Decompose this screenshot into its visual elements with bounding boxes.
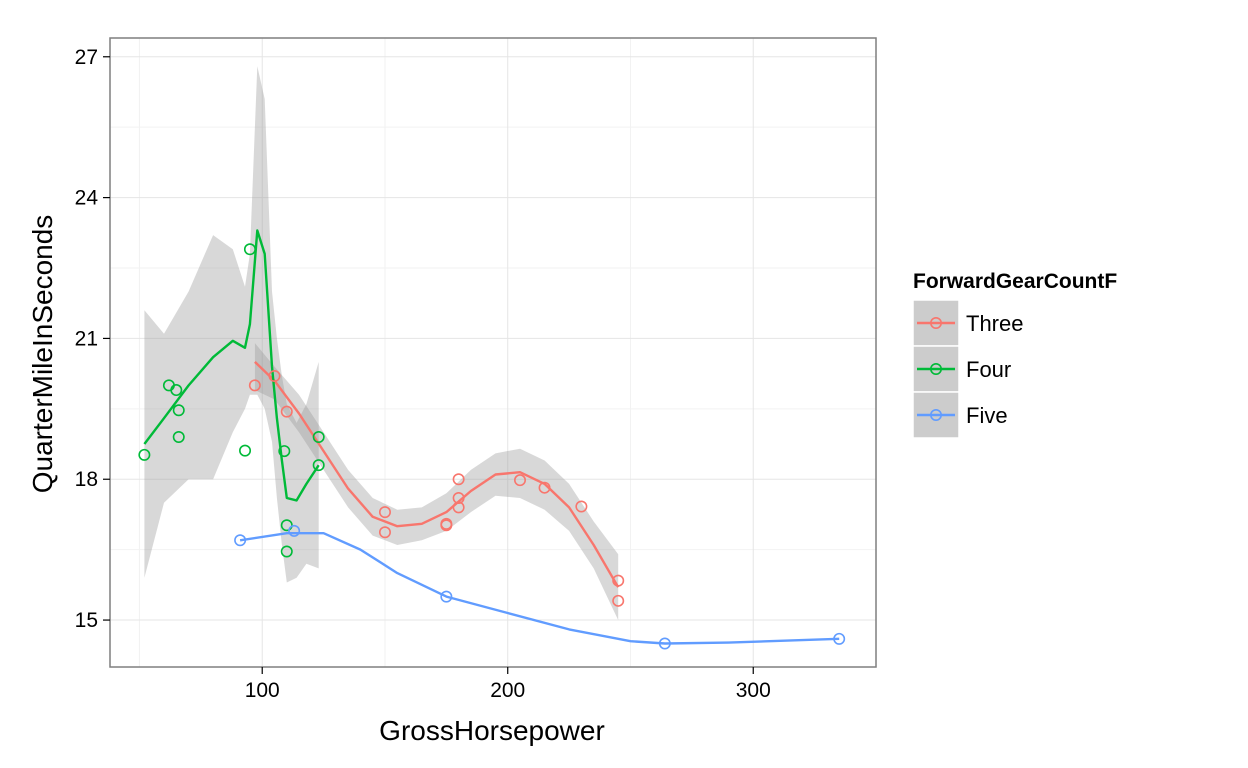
x-tick-label: 200 (490, 679, 525, 702)
data-point-three (452, 492, 465, 505)
y-tick-label: 18 (75, 468, 98, 491)
data-point-three (440, 517, 453, 530)
data-point-four (170, 384, 183, 397)
y-tick-label: 21 (75, 327, 98, 350)
y-tick-label: 27 (75, 46, 98, 69)
plot-border (109, 37, 877, 668)
legend-label-five: Five (966, 403, 1008, 428)
data-point-five (288, 524, 301, 537)
axis-ticks: 100 200 300 15 18 21 24 27 (75, 46, 771, 702)
smooth-lines (143, 229, 840, 645)
data-points (138, 243, 846, 650)
x-tick-label: 300 (736, 679, 771, 702)
legend-label-four: Four (966, 357, 1011, 382)
data-point-four (172, 404, 185, 417)
data-point-three (575, 500, 588, 513)
data-point-four (172, 430, 185, 443)
legend-keys: Three Four Five (912, 299, 1023, 439)
data-point-four (239, 444, 252, 457)
data-point-four (243, 243, 256, 256)
plot-background (110, 38, 876, 667)
data-point-five (658, 637, 671, 650)
y-axis-title: QuarterMileInSeconds (27, 215, 58, 494)
smooth-line-four (143, 229, 320, 502)
data-point-four (312, 430, 325, 443)
data-point-three (612, 594, 625, 607)
legend: ForwardGearCountF Three Four Five (912, 270, 1117, 439)
confidence-band-three (254, 343, 619, 621)
data-point-three (612, 574, 625, 587)
y-tick-label: 24 (75, 187, 99, 210)
x-tick-label: 100 (245, 679, 280, 702)
grid-lines (110, 38, 876, 667)
data-point-three (452, 473, 465, 486)
smooth-line-three (254, 361, 620, 588)
y-tick-label: 15 (75, 609, 98, 632)
data-point-four (278, 445, 291, 458)
legend-label-three: Three (966, 311, 1023, 336)
data-point-three (538, 481, 551, 494)
confidence-bands (144, 66, 619, 621)
data-point-five (234, 534, 247, 547)
data-point-three (452, 501, 465, 514)
x-axis-title: GrossHorsepower (379, 715, 605, 746)
legend-point-three (929, 316, 942, 329)
data-point-three (378, 526, 391, 539)
data-point-four (280, 545, 293, 558)
data-point-three (280, 405, 293, 418)
data-point-four (280, 519, 293, 532)
data-point-five (833, 632, 846, 645)
smooth-line-five (239, 532, 840, 645)
legend-title: ForwardGearCountF (913, 270, 1117, 293)
data-point-four (312, 459, 325, 472)
data-point-four (138, 448, 151, 461)
legend-point-five (929, 408, 942, 421)
data-point-three (268, 369, 281, 382)
data-point-five (440, 590, 453, 603)
legend-point-four (929, 362, 942, 375)
data-point-three (514, 474, 527, 487)
data-point-three (378, 506, 391, 519)
confidence-band-four (144, 66, 319, 583)
data-point-three (248, 379, 261, 392)
